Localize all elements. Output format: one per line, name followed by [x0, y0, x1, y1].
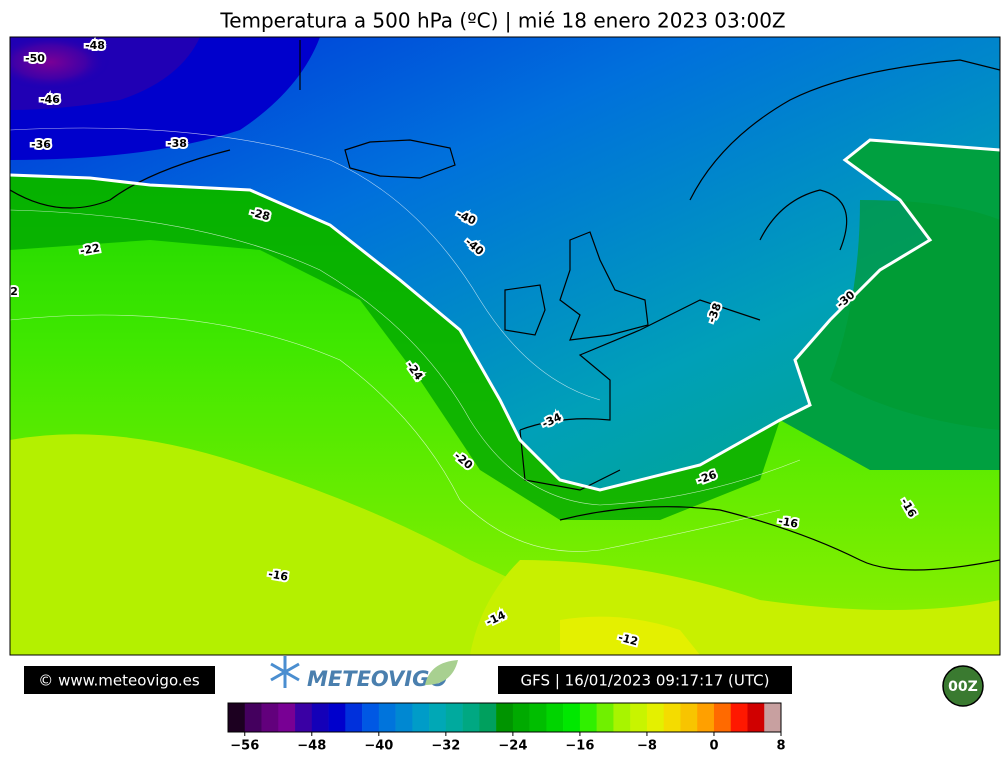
colorbar-tick-label: −24 [498, 739, 527, 754]
contour-label: -38 [167, 137, 187, 150]
colorbar-bin [529, 703, 547, 732]
colorbar-bin [546, 703, 564, 732]
contour-label: -22 [0, 285, 18, 298]
colorbar-bin [680, 703, 698, 732]
contour-label: -22 [79, 241, 101, 257]
colorbar-bin [462, 703, 480, 732]
contour-label: -28 [249, 206, 272, 224]
colorbar-tick-label: −40 [364, 739, 393, 754]
colorbar-bin [630, 703, 648, 732]
contour-label: -50 [25, 52, 45, 65]
contour-label: -16 [777, 514, 799, 530]
colorbar-tick-label: −16 [565, 739, 594, 754]
run-badge [942, 665, 984, 707]
colorbar-bin [646, 703, 664, 732]
colorbar-bin [311, 703, 329, 732]
colorbar-bin [563, 703, 581, 732]
contour-label: -36 [31, 138, 51, 151]
colorbar-bin [412, 703, 430, 732]
logo-leaf [425, 660, 458, 685]
colorbar-bin [579, 703, 597, 732]
contour-label: -16 [267, 567, 289, 583]
colorbar-bin [395, 703, 413, 732]
contour-label: -48 [85, 39, 105, 52]
copyright: © www.meteovigo.es [38, 672, 200, 690]
colorbar-bin [479, 703, 497, 732]
colorbar-bin [378, 703, 396, 732]
colorbar-bin [713, 703, 732, 732]
colorbar-tick-label: −8 [637, 739, 657, 754]
colorbar-bin [512, 703, 530, 732]
colorbar-bin [362, 703, 380, 732]
colorbar: −56 −48 −40 −32 −24 −16 −8 0 8 [227, 702, 786, 754]
colorbar-tick-label: −56 [230, 739, 259, 754]
logo-snowflake [270, 656, 300, 688]
colorbar-tick-label: −48 [297, 739, 326, 754]
map: -50-48-46-36 -38-28-22-22-40-40-38-30-24-… [0, 37, 1000, 655]
colorbar-bin [730, 703, 748, 732]
colorbar-bin [445, 703, 463, 732]
colorbar-bin [261, 703, 279, 732]
colorbar-bin [663, 703, 681, 732]
colorbar-bin [429, 703, 447, 732]
colorbar-bin [228, 703, 246, 732]
logo-text: METEOVIGO [307, 667, 447, 691]
colorbar-bin [596, 703, 614, 732]
colorbar-bin [295, 703, 313, 732]
colorbar-bin [244, 703, 262, 732]
colorbar-bin [764, 703, 782, 732]
colorbar-bin [747, 703, 765, 732]
map-title: Temperatura a 500 hPa (ºC) | mié 18 ener… [219, 9, 785, 33]
run-badge-text: 00Z [948, 679, 978, 695]
colorbar-tick-label: 8 [776, 739, 785, 754]
copyright-box [24, 666, 215, 694]
colorbar-tick-label: 0 [709, 739, 718, 754]
colorbar-bin [697, 703, 715, 732]
colorbar-bin [613, 703, 631, 732]
colorbar-bin [345, 703, 363, 732]
run-info: GFS | 16/01/2023 09:17:17 (UTC) [521, 672, 770, 690]
colorbar-bin [496, 703, 514, 732]
colorbar-bin [328, 703, 346, 732]
colorbar-frame [227, 702, 782, 733]
run-info-box [498, 666, 792, 694]
colorbar-bin [278, 703, 296, 732]
contour-label: -46 [40, 93, 60, 106]
colorbar-tick-label: −32 [431, 739, 460, 754]
